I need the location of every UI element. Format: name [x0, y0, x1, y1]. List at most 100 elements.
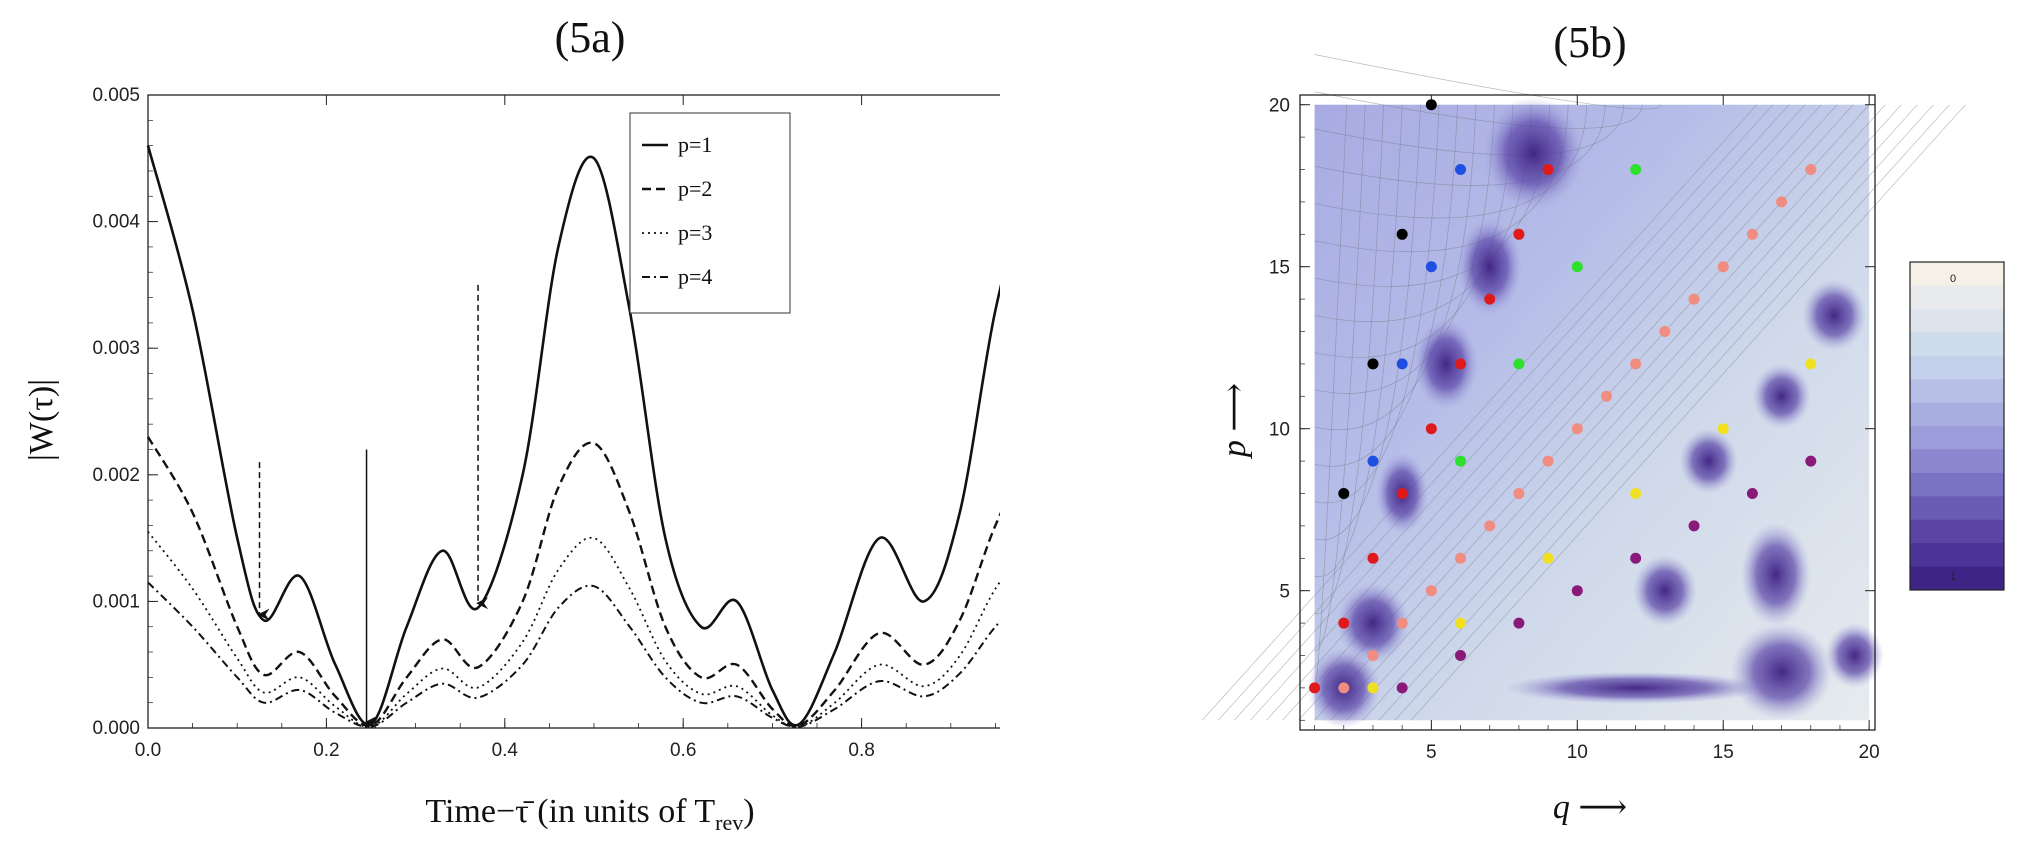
- contour-line: [1314, 104, 1870, 721]
- data-point: [1513, 487, 1525, 499]
- series-line-p=4: [147, 581, 1000, 728]
- data-point: [1571, 585, 1583, 597]
- data-point: [1484, 293, 1496, 305]
- contour-line: [1394, 104, 1950, 721]
- contour-line: [1314, 104, 1495, 394]
- chart-5a-title: (5a): [555, 13, 626, 62]
- contour-line: [1314, 104, 1403, 578]
- contour-line: [1201, 104, 1758, 721]
- contour-line: [1250, 104, 1806, 721]
- chart-5a-xlabel-close: ): [743, 793, 754, 830]
- x-tick-label: 0.4: [492, 740, 519, 761]
- y-tick-label: 10: [1269, 420, 1290, 441]
- series-line-p=3: [147, 531, 1000, 729]
- series-line-p=1: [146, 145, 1000, 727]
- x-tick-label: 0.0: [135, 740, 161, 761]
- x-tick-label: 0.6: [670, 740, 696, 761]
- contour-line: [1362, 104, 1918, 721]
- data-point: [1425, 261, 1437, 273]
- data-point: [1338, 617, 1350, 629]
- chart-5a-xlabel: Time−τ̄ (in units of Trev): [425, 793, 754, 835]
- chart-5b-title: (5b): [1553, 18, 1626, 67]
- contour-line: [1314, 104, 1606, 186]
- contour-line: [1234, 104, 1790, 721]
- contour-line: [1314, 91, 1643, 129]
- y-tick-label: 5: [1279, 582, 1290, 603]
- contour-line: [1314, 104, 1421, 541]
- chart-5a-xlabel-main: Time−τ̄ (in units of T: [425, 793, 715, 830]
- x-tick-label: 0.2: [313, 740, 339, 761]
- colorbar-segment: [1910, 355, 2004, 380]
- data-point: [1367, 358, 1379, 370]
- y-tick-label: 0.002: [92, 465, 140, 486]
- contour-line: [1314, 104, 1384, 614]
- data-point: [1338, 487, 1350, 499]
- data-point: [1455, 617, 1467, 629]
- x-tick-label: 0.8: [848, 740, 874, 761]
- colorbar-segment: [1910, 262, 2004, 286]
- data-point: [1425, 99, 1437, 111]
- data-point: [1396, 358, 1408, 370]
- data-point: [1776, 196, 1788, 208]
- contour-line: [1266, 104, 1822, 721]
- data-point: [1688, 293, 1700, 305]
- data-point: [1455, 552, 1467, 564]
- contour-dark-region: [1457, 218, 1522, 316]
- y-tick-label: 0.001: [92, 591, 140, 612]
- data-point: [1396, 228, 1408, 240]
- contour-line: [1218, 104, 1774, 721]
- data-point: [1455, 649, 1467, 661]
- contour-dark-region: [1679, 428, 1738, 494]
- data-point: [1717, 261, 1729, 273]
- data-point: [1367, 455, 1379, 467]
- colorbar-segment: [1910, 402, 2004, 427]
- data-point: [1571, 423, 1583, 435]
- y-tick-label: 15: [1269, 258, 1290, 279]
- data-point: [1455, 358, 1467, 370]
- contour-dark-region: [1413, 318, 1479, 410]
- legend-label: p=4: [678, 264, 712, 289]
- data-point: [1455, 164, 1467, 176]
- data-point: [1367, 649, 1379, 661]
- chart-5a-xlabel-sub: rev: [715, 810, 743, 835]
- contour-dark-region: [1307, 647, 1381, 729]
- x-tick-label: 20: [1859, 742, 1880, 763]
- data-point: [1571, 261, 1583, 273]
- contour-line: [1346, 104, 1902, 721]
- contour-line: [1314, 54, 1661, 110]
- contour-dark-region: [1802, 279, 1867, 351]
- colorbar-segment: [1910, 496, 2004, 521]
- legend-label: p=3: [678, 220, 712, 245]
- colorbar-min-label: 0: [1950, 273, 1956, 285]
- data-point: [1367, 552, 1379, 564]
- contour-line: [1314, 104, 1532, 323]
- data-point: [1513, 358, 1525, 370]
- data-point: [1484, 520, 1496, 532]
- y-tick-label: 0.004: [92, 212, 140, 233]
- contour-background: [1314, 104, 1870, 721]
- chart-5b-xlabel: q ⟶: [1553, 789, 1627, 826]
- chart-5b-frame: [1299, 94, 1876, 731]
- contour-line: [1410, 104, 1966, 721]
- data-point: [1805, 455, 1817, 467]
- contour-line: [1314, 104, 1348, 689]
- data-point: [1425, 423, 1437, 435]
- colorbar-segment: [1910, 379, 2004, 404]
- contour-dark-region: [1632, 555, 1697, 627]
- colorbar-segment: [1910, 543, 2004, 568]
- data-point: [1746, 487, 1758, 499]
- y-tick-label: 0.003: [92, 338, 140, 359]
- x-tick-label: 15: [1713, 742, 1734, 763]
- contour-line: [1314, 104, 1458, 467]
- data-point: [1542, 552, 1554, 564]
- data-point: [1659, 326, 1671, 338]
- data-point: [1513, 617, 1525, 629]
- contour-line: [1314, 104, 1514, 358]
- chart-5a-frame: [147, 94, 1000, 729]
- contour-line: [1298, 104, 1854, 721]
- colorbar-segment: [1910, 285, 2004, 310]
- legend-label: p=2: [678, 176, 712, 201]
- contour-dark-region: [1752, 363, 1811, 429]
- contour-dark-region: [1730, 623, 1833, 721]
- x-tick-label: 10: [1567, 742, 1588, 763]
